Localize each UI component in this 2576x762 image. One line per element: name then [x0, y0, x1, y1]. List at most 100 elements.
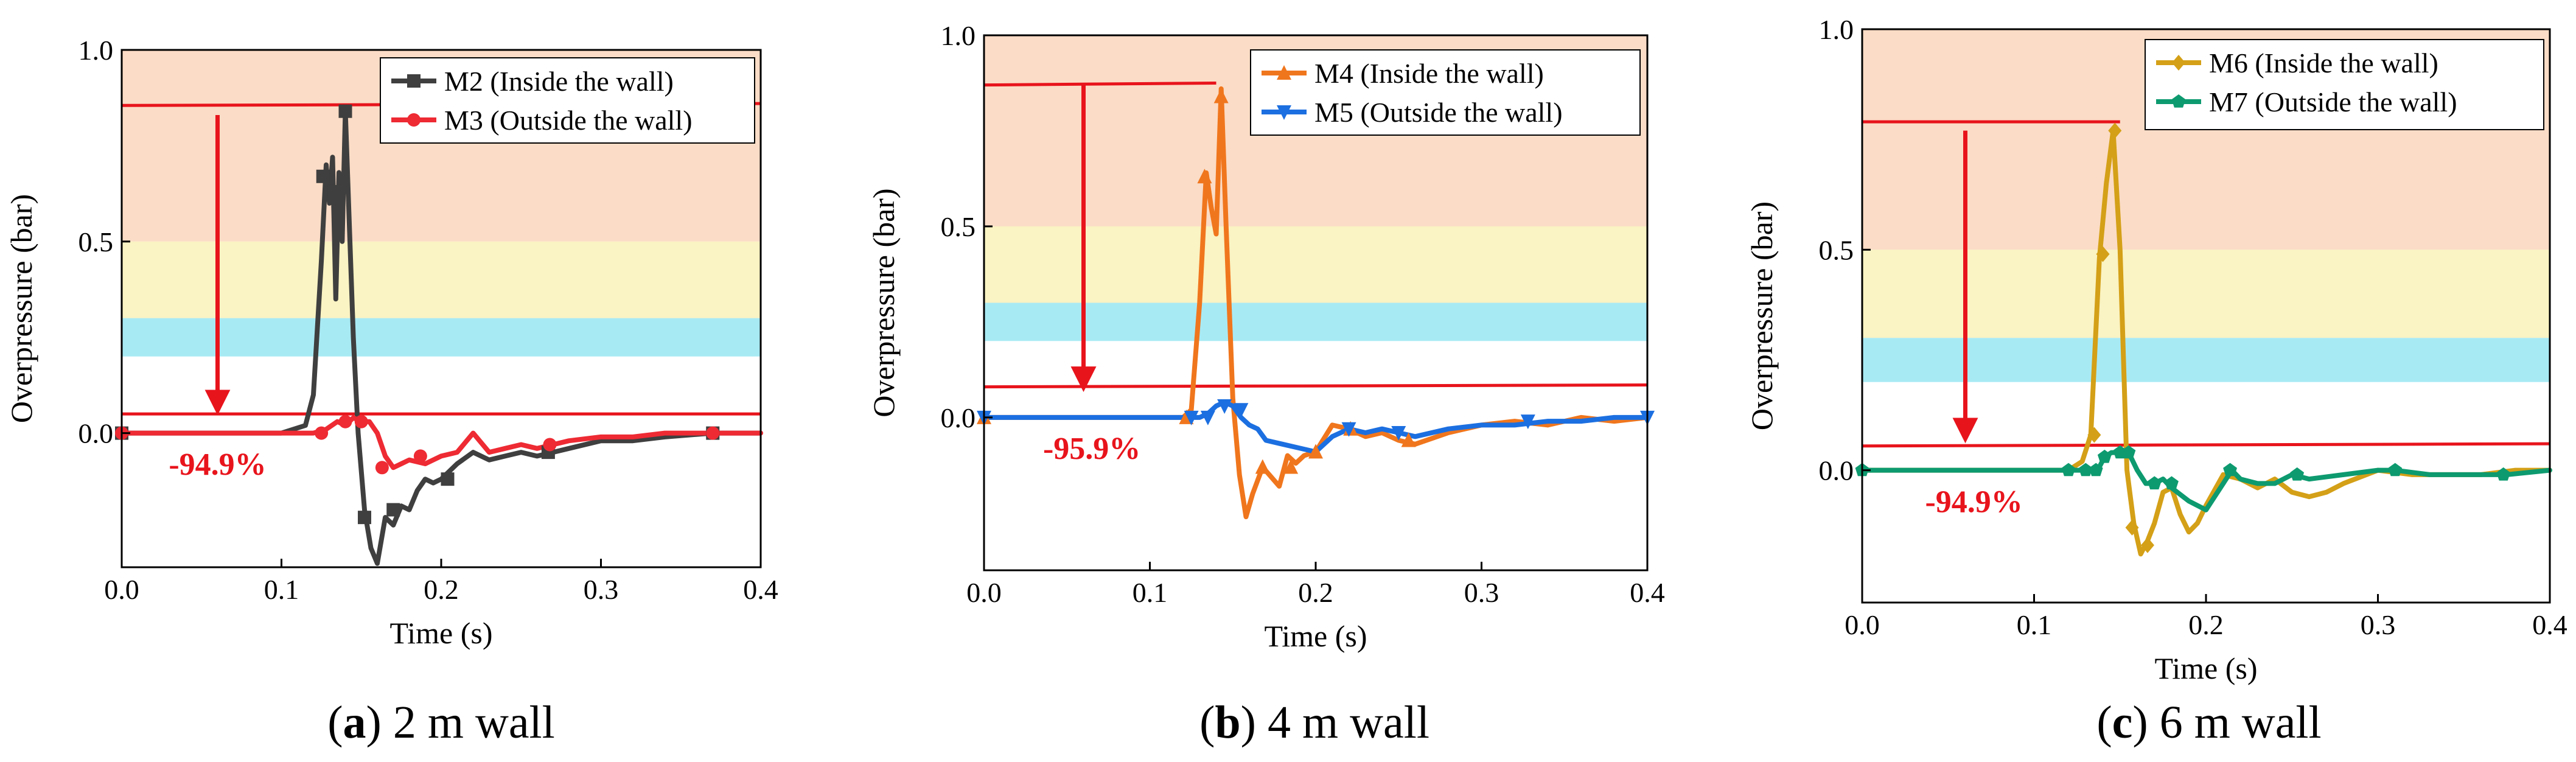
series-marker-1	[2147, 476, 2162, 490]
x-tick-label: 0.0	[104, 574, 139, 605]
y-tick-label: 0.5	[79, 226, 114, 257]
series-marker-1	[1234, 403, 1249, 418]
series-marker-1	[1520, 414, 1535, 430]
panel-caption: (c) 6 m wall	[2096, 697, 2321, 748]
threshold-band	[122, 241, 761, 318]
series-marker-1	[1200, 410, 1215, 425]
x-axis-title: Time (s)	[2154, 651, 2257, 685]
legend-marker-0	[407, 74, 421, 88]
series-marker-1	[338, 414, 352, 428]
series-marker-0	[1308, 444, 1323, 459]
series-marker-0	[338, 104, 352, 118]
series-marker-1	[2223, 463, 2237, 477]
x-tick-label: 0.4	[2532, 609, 2567, 640]
series-marker-1	[1341, 422, 1356, 437]
reference-line	[983, 383, 1648, 389]
x-tick-label: 0.4	[743, 574, 778, 605]
series-marker-0	[2125, 519, 2139, 536]
caption-text: 2 m wall	[393, 697, 555, 748]
series-marker-0	[327, 184, 341, 198]
legend-label-0: M6 (Inside the wall)	[2209, 47, 2438, 79]
series-marker-0	[441, 472, 455, 486]
threshold-band	[122, 318, 761, 357]
series-marker-0	[1401, 432, 1416, 447]
series-marker-0	[1255, 459, 1270, 474]
caption-open-paren: (	[2096, 697, 2112, 748]
x-axis-title: Time (s)	[1264, 619, 1367, 653]
series-marker-1	[2121, 445, 2136, 459]
series-marker-1	[2078, 463, 2093, 477]
caption-text: 4 m wall	[1268, 697, 1429, 748]
series-line-0	[982, 86, 1650, 520]
x-tick-label: 0.3	[1464, 577, 1499, 608]
reduction-annotation: -94.9%	[169, 447, 266, 482]
legend: M4 (Inside the wall) M5 (Outside the wall…	[1250, 49, 1641, 136]
legend-box	[380, 57, 755, 144]
threshold-band	[984, 226, 1647, 303]
series-marker-1	[354, 414, 368, 428]
y-axis-title: Overpressure (bar)	[867, 188, 901, 417]
panel-caption: (a) 2 m wall	[327, 697, 555, 748]
panel-caption: (b) 4 m wall	[1199, 697, 1429, 748]
y-tick-label: 0.0	[941, 402, 976, 433]
chart-panel-c: 0.0 0.1 0.2 0.3 0.4 0.0 0.5 1.0 Time (s) Overpres…	[1745, 14, 2567, 748]
series-marker-0	[316, 169, 330, 183]
threshold-band	[1862, 338, 2550, 382]
legend-box	[1250, 49, 1641, 136]
x-tick-label: 0.3	[2361, 609, 2396, 640]
series-marker-1	[2061, 463, 2076, 477]
series-marker-0	[1197, 169, 1212, 184]
y-tick-label: 0.0	[79, 418, 114, 449]
series-marker-1	[2089, 463, 2103, 477]
y-tick-label: 1.0	[1819, 14, 1854, 45]
series-marker-1	[2097, 449, 2112, 463]
legend-marker-1	[2171, 94, 2186, 108]
series-marker-1	[375, 461, 389, 475]
x-axis-title: Time (s)	[389, 616, 492, 650]
series-marker-1	[1184, 410, 1199, 425]
series-marker-1	[1217, 399, 1232, 414]
legend-marker-1	[1277, 105, 1291, 120]
series-marker-0	[358, 511, 371, 525]
series-marker-1	[2388, 463, 2403, 477]
caption-panel-letter: c	[2112, 697, 2133, 748]
legend-label-1: M7 (Outside the wall)	[2209, 86, 2457, 117]
x-tick-label: 0.2	[2188, 609, 2224, 640]
series-marker-0	[1283, 459, 1299, 474]
legend-box	[2145, 39, 2544, 130]
caption-open-paren: (	[1199, 697, 1215, 748]
series-line-0	[1860, 128, 2552, 557]
x-tick-label: 0.3	[584, 574, 619, 605]
legend-marker-1	[407, 113, 421, 127]
caption-open-paren: (	[327, 697, 343, 748]
legend-label-1: M5 (Outside the wall)	[1314, 97, 1563, 128]
y-tick-label: 1.0	[79, 35, 114, 66]
x-tick-label: 0.1	[2017, 609, 2052, 640]
threshold-band	[1862, 250, 2550, 338]
series-marker-0	[2108, 122, 2122, 139]
legend-marker-0	[2172, 55, 2185, 71]
legend-marker-0	[1277, 65, 1291, 80]
series-marker-1	[315, 426, 329, 440]
reference-line	[983, 81, 1216, 87]
series-marker-1	[413, 449, 427, 463]
series-marker-0	[2096, 246, 2110, 262]
x-tick-label: 0.0	[1845, 609, 1880, 640]
legend-label-0: M2 (Inside the wall)	[444, 66, 674, 97]
y-tick-label: 0.5	[1819, 234, 1854, 265]
chart-panel-a: 0.0 0.1 0.2 0.3 0.4 0.0 0.5 1.0 Time (s) Overpres…	[4, 35, 778, 748]
x-tick-label: 0.2	[1298, 577, 1333, 608]
y-tick-label: 1.0	[941, 20, 976, 51]
chart-panel-b: 0.0 0.1 0.2 0.3 0.4 0.0 0.5 1.0 Time (s) Overpres…	[867, 20, 1665, 748]
series-marker-1	[2165, 476, 2179, 490]
series-marker-1	[543, 438, 557, 452]
x-tick-label: 0.0	[966, 577, 1002, 608]
y-axis-title: Overpressure (bar)	[4, 194, 38, 423]
legend-label-1: M3 (Outside the wall)	[444, 105, 693, 136]
caption-close-paren: )	[2132, 697, 2159, 748]
y-tick-label: 0.5	[941, 211, 976, 242]
threshold-band	[984, 302, 1647, 341]
x-tick-label: 0.1	[1133, 577, 1168, 608]
